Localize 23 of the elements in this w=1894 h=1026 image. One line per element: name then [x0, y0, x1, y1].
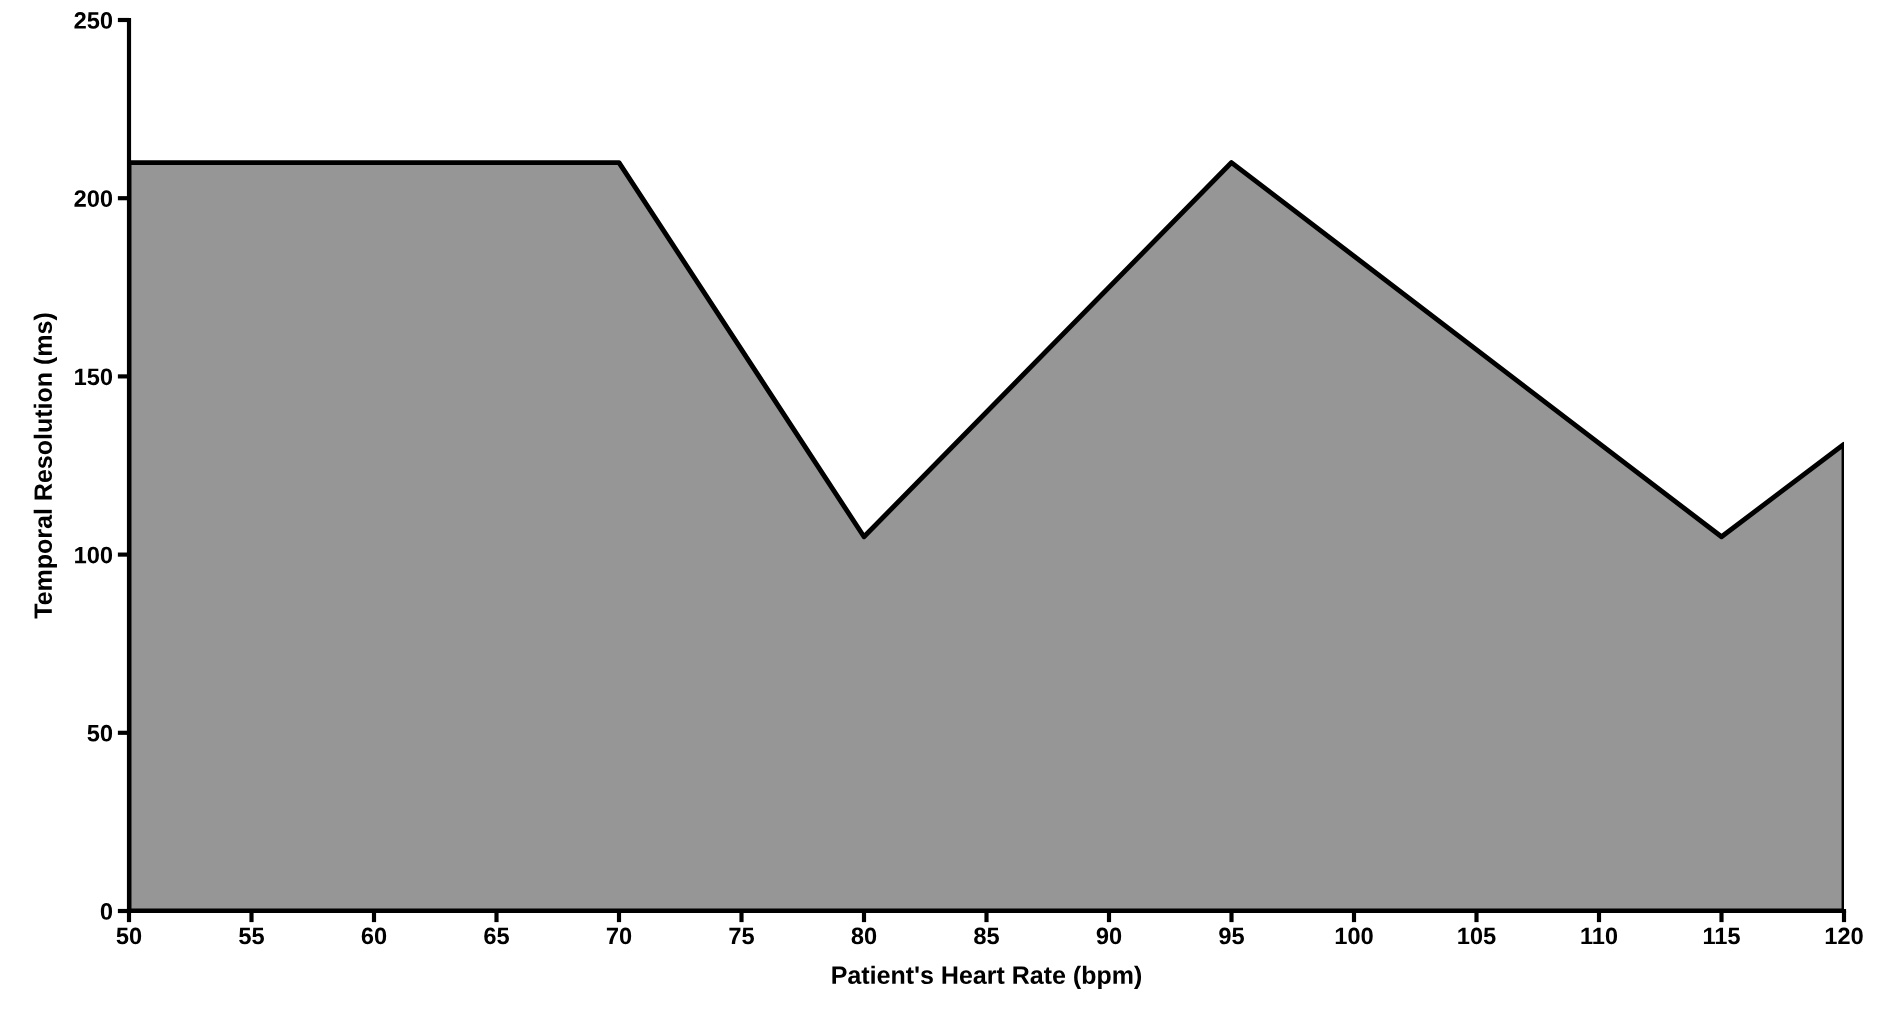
x-tick-label: 105	[1458, 927, 1496, 945]
x-tick-label: 115	[1703, 927, 1740, 945]
x-tick-label: 85	[974, 927, 999, 945]
x-tick-label: 75	[729, 927, 754, 945]
y-axis-title: Temporal Resolution (ms)	[33, 313, 57, 619]
x-tick-label: 70	[606, 927, 632, 945]
y-tick-label: 0	[100, 903, 113, 920]
x-tick-label: 120	[1825, 927, 1863, 945]
x-tick-label: 80	[851, 927, 877, 945]
y-tick-label: 250	[74, 12, 113, 29]
x-tick-label: 110	[1581, 927, 1618, 945]
y-tick-label: 200	[74, 190, 113, 207]
x-axis-title: Patient's Heart Rate (bpm)	[832, 965, 1142, 989]
x-tick-label: 65	[484, 927, 509, 945]
x-tick-label: 50	[116, 927, 142, 945]
x-tick-label: 55	[239, 927, 264, 945]
x-tick-label: 90	[1096, 927, 1122, 945]
x-tick-label: 100	[1335, 927, 1373, 945]
y-tick-label: 50	[87, 724, 113, 742]
y-tick-label: 150	[75, 368, 113, 386]
x-tick-label: 95	[1219, 927, 1244, 945]
x-tick-label: 60	[361, 927, 387, 945]
y-tick-label: 100	[75, 546, 113, 564]
